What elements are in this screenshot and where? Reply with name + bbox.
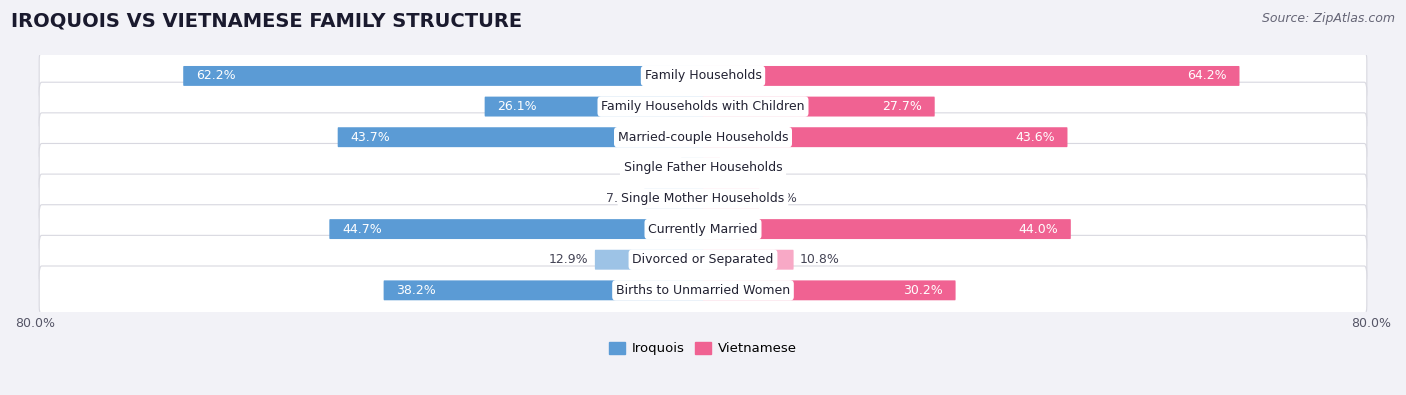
Text: Source: ZipAtlas.com: Source: ZipAtlas.com xyxy=(1261,12,1395,25)
Text: Divorced or Separated: Divorced or Separated xyxy=(633,253,773,266)
Text: 44.0%: 44.0% xyxy=(1018,223,1057,235)
Text: Single Mother Households: Single Mother Households xyxy=(621,192,785,205)
Text: 62.2%: 62.2% xyxy=(197,70,236,83)
FancyBboxPatch shape xyxy=(485,97,703,117)
FancyBboxPatch shape xyxy=(39,174,1367,223)
FancyBboxPatch shape xyxy=(39,113,1367,162)
Text: 38.2%: 38.2% xyxy=(396,284,436,297)
Text: 2.6%: 2.6% xyxy=(643,161,675,174)
Text: 27.7%: 27.7% xyxy=(882,100,922,113)
FancyBboxPatch shape xyxy=(703,219,1071,239)
Text: 43.7%: 43.7% xyxy=(350,131,391,144)
FancyBboxPatch shape xyxy=(39,235,1367,284)
FancyBboxPatch shape xyxy=(703,127,1067,147)
FancyBboxPatch shape xyxy=(595,250,703,270)
Text: 2.0%: 2.0% xyxy=(727,161,758,174)
FancyBboxPatch shape xyxy=(39,143,1367,192)
Text: 12.9%: 12.9% xyxy=(548,253,589,266)
FancyBboxPatch shape xyxy=(384,280,703,300)
FancyBboxPatch shape xyxy=(644,188,703,209)
FancyBboxPatch shape xyxy=(681,158,703,178)
FancyBboxPatch shape xyxy=(329,219,703,239)
FancyBboxPatch shape xyxy=(337,127,703,147)
Text: 7.0%: 7.0% xyxy=(606,192,638,205)
Text: 64.2%: 64.2% xyxy=(1187,70,1226,83)
FancyBboxPatch shape xyxy=(703,158,720,178)
Text: 10.8%: 10.8% xyxy=(800,253,839,266)
Text: IROQUOIS VS VIETNAMESE FAMILY STRUCTURE: IROQUOIS VS VIETNAMESE FAMILY STRUCTURE xyxy=(11,12,523,31)
Text: 30.2%: 30.2% xyxy=(903,284,942,297)
FancyBboxPatch shape xyxy=(703,280,956,300)
FancyBboxPatch shape xyxy=(39,82,1367,131)
Text: Currently Married: Currently Married xyxy=(648,223,758,235)
FancyBboxPatch shape xyxy=(39,266,1367,315)
Text: 26.1%: 26.1% xyxy=(498,100,537,113)
Legend: Iroquois, Vietnamese: Iroquois, Vietnamese xyxy=(603,335,803,362)
Text: 43.6%: 43.6% xyxy=(1015,131,1054,144)
Text: Family Households: Family Households xyxy=(644,70,762,83)
Text: Births to Unmarried Women: Births to Unmarried Women xyxy=(616,284,790,297)
FancyBboxPatch shape xyxy=(39,205,1367,254)
FancyBboxPatch shape xyxy=(703,97,935,117)
Text: Family Households with Children: Family Households with Children xyxy=(602,100,804,113)
Text: Married-couple Households: Married-couple Households xyxy=(617,131,789,144)
FancyBboxPatch shape xyxy=(183,66,703,86)
Text: 6.7%: 6.7% xyxy=(766,192,797,205)
FancyBboxPatch shape xyxy=(703,66,1240,86)
Text: 44.7%: 44.7% xyxy=(342,223,382,235)
FancyBboxPatch shape xyxy=(703,250,793,270)
FancyBboxPatch shape xyxy=(39,52,1367,100)
FancyBboxPatch shape xyxy=(703,188,759,209)
Text: Single Father Households: Single Father Households xyxy=(624,161,782,174)
